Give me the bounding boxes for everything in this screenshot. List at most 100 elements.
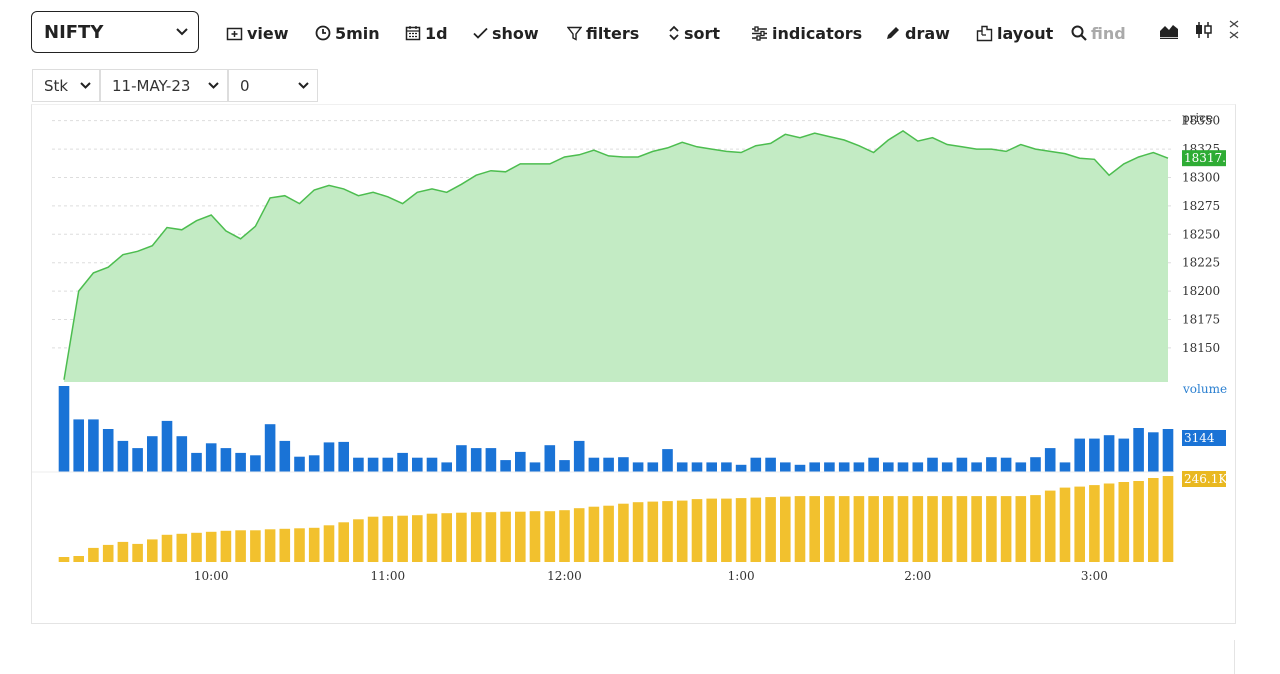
chevron-down-icon	[176, 28, 188, 36]
volume-bar	[220, 448, 232, 472]
show-button[interactable]: show	[473, 22, 539, 44]
volume-bar	[735, 464, 747, 472]
volume-bar	[147, 436, 158, 472]
sort-button[interactable]: sort	[668, 22, 720, 44]
cumulative-volume-bar	[824, 496, 835, 562]
chevron-down-icon	[298, 82, 309, 89]
cumulative-volume-bar	[1000, 496, 1012, 562]
price-axis: 1835018325183001827518250182251820018175…	[1182, 114, 1220, 355]
volume-bar	[780, 462, 791, 472]
cumulative-volume-bar	[883, 496, 894, 562]
show-label: show	[492, 23, 539, 43]
cumulative-volume-bar	[971, 496, 982, 562]
volume-bar	[1103, 435, 1115, 472]
view-icon	[226, 27, 243, 40]
cumulative-volume-bar	[662, 501, 673, 562]
clock-icon	[315, 25, 331, 41]
cumulative-volume-bar	[603, 505, 614, 562]
indicators-button[interactable]: indicators	[751, 22, 862, 44]
symbol-select[interactable]: NIFTY	[31, 11, 199, 53]
view-button[interactable]: view	[226, 22, 289, 44]
filters-button[interactable]: filters	[567, 22, 639, 44]
cumulative-volume-bar	[868, 496, 879, 562]
cumulative-volume-bar	[397, 515, 408, 562]
volume-bar	[456, 445, 467, 472]
last-cum-volume-tag-text: 246.1K	[1184, 472, 1228, 486]
cumulative-volume-bar	[1103, 483, 1115, 562]
last-volume-tag-text: 3144	[1184, 431, 1215, 445]
cumulative-volume-bar	[367, 516, 379, 562]
cumulative-volume-bar	[279, 528, 291, 562]
cumulative-volume-bar	[205, 531, 217, 562]
area-chart-button[interactable]	[1152, 14, 1186, 46]
cumulative-volume-bar	[485, 512, 497, 562]
cumulative-volume-bar	[691, 499, 703, 562]
cumulative-volume-bar	[618, 503, 629, 562]
last-price-tag: 18317.	[1182, 150, 1226, 167]
volume-bar	[794, 464, 806, 472]
price-volume-chart[interactable]: 1835018325183001827518250182251820018175…	[32, 105, 1237, 625]
strike-select[interactable]: 0	[228, 69, 318, 102]
collapse-icon	[1229, 20, 1239, 39]
volume-bar	[662, 449, 673, 472]
volume-bar	[1059, 462, 1071, 472]
cumulative-volume-bar	[1118, 482, 1130, 562]
last-price-tag-bg	[1182, 150, 1226, 167]
cumulative-volume-bar	[1059, 487, 1071, 562]
cumulative-volume-bar	[647, 501, 659, 562]
volume-bar	[426, 457, 438, 472]
volume-bar	[618, 457, 629, 472]
cumulative-volume-bar	[897, 496, 909, 562]
cumulative-volume-bar	[235, 530, 246, 562]
cumulative-volume-bar	[426, 513, 438, 562]
volume-bar	[632, 462, 644, 472]
type-select[interactable]: Stk	[32, 69, 100, 102]
volume-bar	[308, 455, 320, 472]
cumulative-volume-bar	[588, 506, 600, 562]
cumulative-volume-bar	[117, 541, 129, 562]
cumulative-volume-bar	[1030, 495, 1041, 562]
time-tick-label: 1:00	[728, 569, 755, 583]
draw-button[interactable]: draw	[885, 22, 950, 44]
find-button[interactable]: find	[1071, 22, 1126, 44]
cumulative-volume-bar	[676, 500, 688, 562]
chart-frame[interactable]: 18350 18325 18300 18275 18250 18225 18200 18175…	[31, 104, 1236, 624]
expiry-select-value: 11-MAY-23	[112, 76, 191, 95]
candlestick-button[interactable]	[1187, 14, 1221, 46]
cumulative-volume-bar	[161, 534, 173, 562]
collapse-button[interactable]	[1225, 14, 1243, 46]
volume-bar	[868, 457, 879, 472]
expiry-select[interactable]: 11-MAY-23	[100, 69, 228, 102]
cumulative-volume-bar	[412, 515, 423, 562]
time-tick-label: 2:00	[904, 569, 931, 583]
volume-bar	[441, 462, 452, 472]
cumulative-volume-bar	[102, 544, 114, 562]
last-price-tag-text: 18317.	[1184, 151, 1226, 165]
range-label: 1d	[425, 23, 448, 43]
cumulative-volume-bar	[706, 498, 717, 562]
view-label: view	[247, 23, 289, 43]
volume-bar	[382, 457, 394, 472]
layout-button[interactable]: layout	[976, 22, 1053, 44]
volume-bar	[161, 420, 173, 472]
volume-bar	[250, 455, 261, 472]
volume-bar	[1162, 429, 1174, 472]
pencil-icon	[887, 27, 899, 39]
cumulative-volume-bar	[338, 522, 349, 562]
volume-bar	[1044, 448, 1056, 472]
price-tick-label: 18175	[1182, 313, 1220, 327]
cumulative-volume-bar	[632, 502, 644, 562]
time-tick-label: 12:00	[547, 569, 582, 583]
cumulative-volume-bar	[470, 512, 482, 562]
interval-button[interactable]: 5min	[315, 22, 380, 44]
cumulative-volume-bar	[1015, 496, 1027, 562]
price-tick-label: 18350	[1182, 114, 1220, 128]
volume-bar	[927, 457, 938, 472]
chevron-down-icon	[208, 82, 219, 89]
volume-bar	[971, 462, 982, 472]
volume-bar	[883, 462, 894, 472]
cumulative-volume-bar	[780, 496, 791, 562]
price-tick-label: 18275	[1182, 199, 1220, 213]
range-button[interactable]: 1d	[405, 22, 448, 44]
time-tick-label: 11:00	[371, 569, 406, 583]
